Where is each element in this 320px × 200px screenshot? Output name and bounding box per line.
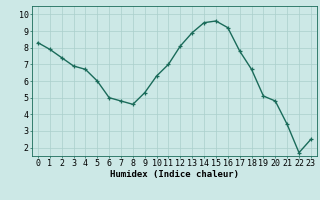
X-axis label: Humidex (Indice chaleur): Humidex (Indice chaleur) <box>110 170 239 179</box>
